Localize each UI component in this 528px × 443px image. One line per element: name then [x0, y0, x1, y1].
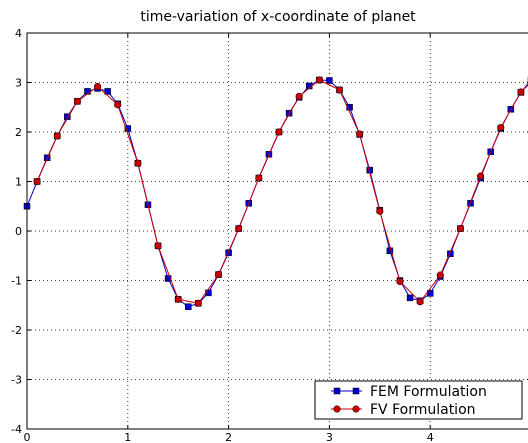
x-tick-label: 2 [225, 431, 232, 443]
data-point [205, 289, 212, 297]
data-point [477, 172, 485, 180]
data-point [94, 82, 102, 91]
data-point [53, 132, 61, 140]
axis-ticks: 0 1 2 3 4 -4 -3 -2 -1 0 1 2 3 4 [11, 27, 528, 443]
grid-lines [26, 32, 528, 430]
series-fem [23, 76, 528, 310]
data-point [214, 271, 223, 279]
data-point [235, 224, 243, 233]
data-point [517, 88, 525, 96]
data-point [416, 298, 424, 306]
data-point [64, 113, 71, 120]
data-point [194, 299, 202, 307]
data-point [275, 128, 283, 136]
data-point [104, 88, 111, 95]
data-point [285, 109, 293, 117]
y-tick-label: -4 [11, 423, 22, 436]
legend-box [314, 380, 523, 420]
legend-marker-fem [352, 387, 360, 395]
series-fv [33, 76, 528, 307]
x-tick-label: 4 [427, 431, 434, 443]
legend-marker-fem [333, 387, 341, 395]
data-point [154, 242, 162, 250]
legend-marker-fv [333, 405, 341, 413]
data-point [295, 92, 303, 100]
data-point [376, 207, 384, 215]
y-tick-label: 1 [15, 176, 22, 189]
data-point [436, 271, 444, 279]
data-point [456, 224, 464, 233]
data-point [396, 277, 404, 286]
data-point [356, 130, 364, 138]
plot-frame [26, 32, 528, 430]
data-point [335, 86, 344, 94]
y-tick-label: -3 [11, 374, 22, 387]
y-tick-label: 3 [15, 77, 22, 90]
data-point [315, 76, 323, 84]
data-point [134, 159, 142, 167]
data-point [326, 77, 333, 84]
series-line [36, 79, 528, 304]
x-tick-label: 1 [124, 431, 131, 443]
legend-marker-fv [352, 405, 360, 413]
data-point [426, 290, 434, 297]
legend-label-fv: FV Formulation [370, 402, 476, 418]
y-tick-label: 0 [15, 225, 22, 238]
data-point [164, 275, 172, 282]
y-tick-label: 4 [15, 27, 22, 40]
y-tick-label: 2 [15, 126, 22, 139]
y-tick-label: -1 [11, 275, 22, 288]
chart-title: time-variation of x-coordinate of planet [140, 9, 416, 25]
data-point [33, 177, 41, 186]
data-point [73, 97, 81, 105]
data-point [124, 125, 132, 132]
data-point [406, 294, 414, 302]
x-tick-label: 3 [326, 431, 333, 443]
series-line [26, 79, 528, 308]
chart-legend: FEM Formulation FV Formulation [314, 380, 523, 420]
plot-area [23, 76, 528, 310]
x-tick-label: 0 [24, 431, 31, 443]
data-point [185, 303, 192, 310]
y-tick-label: -2 [11, 324, 22, 337]
data-point [346, 104, 353, 111]
data-point [114, 101, 122, 109]
legend-label-fem: FEM Formulation [370, 384, 487, 400]
data-point [255, 174, 263, 182]
data-point [174, 295, 182, 303]
data-point [497, 123, 505, 132]
